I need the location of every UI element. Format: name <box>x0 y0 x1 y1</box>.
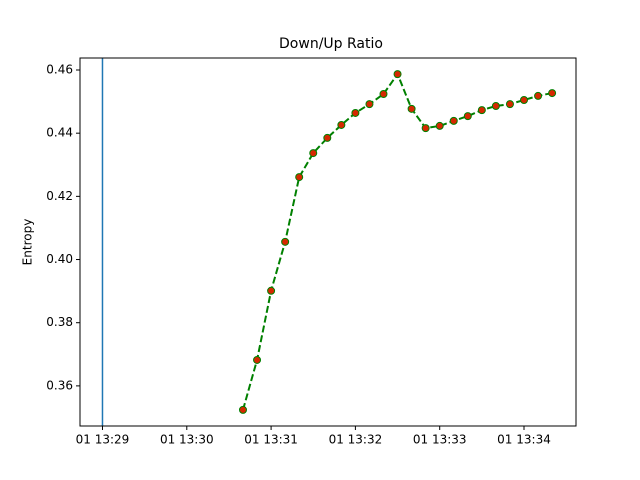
data-point <box>351 108 360 117</box>
chart-title: Down/Up Ratio <box>279 36 383 52</box>
y-tick-label: 0.46 <box>46 63 73 77</box>
data-point <box>520 96 529 105</box>
data-point <box>491 102 500 111</box>
data-point <box>337 120 346 129</box>
x-tick-label: 01 13:34 <box>497 433 551 447</box>
y-tick-label: 0.44 <box>46 126 73 140</box>
x-tick-label: 01 13:30 <box>160 433 214 447</box>
data-point <box>534 91 543 100</box>
data-point <box>379 90 388 99</box>
data-point <box>238 405 247 414</box>
data-point <box>253 355 262 364</box>
data-point <box>267 286 276 295</box>
data-point <box>295 173 304 182</box>
data-point <box>463 112 472 121</box>
y-tick-label: 0.42 <box>46 189 73 203</box>
data-point <box>323 133 332 142</box>
data-point <box>435 121 444 130</box>
data-point <box>309 149 318 158</box>
y-axis-label: Entropy <box>21 219 35 266</box>
y-tick-label: 0.40 <box>46 252 73 266</box>
plot-frame <box>79 57 577 427</box>
x-tick-label: 01 13:32 <box>329 433 383 447</box>
data-point <box>407 104 416 113</box>
data-point <box>421 124 430 133</box>
data-point <box>477 106 486 115</box>
data-point <box>365 100 374 109</box>
y-tick-label: 0.36 <box>46 378 73 392</box>
data-point <box>548 89 557 98</box>
data-point <box>505 100 514 109</box>
y-tick-label: 0.38 <box>46 315 73 329</box>
x-tick-label: 01 13:29 <box>76 433 130 447</box>
x-tick-label: 01 13:31 <box>244 433 298 447</box>
data-point <box>449 116 458 125</box>
data-point <box>281 237 290 246</box>
data-point <box>393 70 402 79</box>
x-tick-label: 01 13:33 <box>413 433 467 447</box>
